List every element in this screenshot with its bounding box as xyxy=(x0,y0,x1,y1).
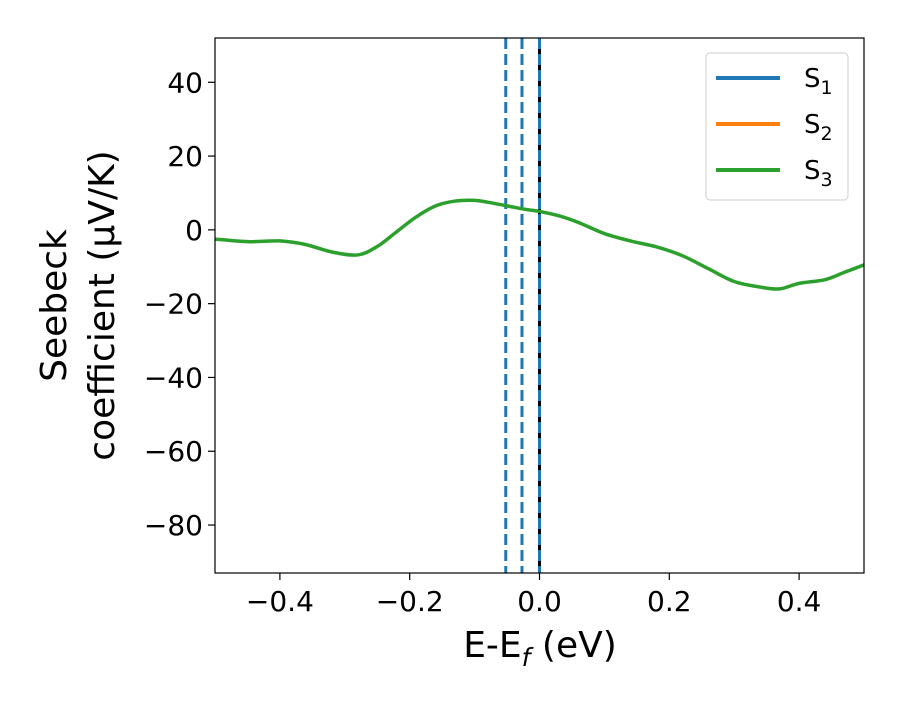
legend-label-subscript: 3 xyxy=(821,169,833,191)
x-tick-label: −0.2 xyxy=(376,585,444,618)
y-tick-label: −40 xyxy=(144,361,203,394)
ticks-layer: −0.4 −0.2 0.0 0.2 0.4 −80 −60 −40 −20 0 20 40 xyxy=(144,66,821,618)
y-tick-label: −20 xyxy=(144,288,203,321)
x-axis-label: E-Ef (eV) xyxy=(463,625,617,672)
x-tick-label: 0.2 xyxy=(647,585,692,618)
y-tick-label: 20 xyxy=(167,140,203,173)
x-axis-label-main: E-E xyxy=(463,625,521,666)
plot-frame xyxy=(214,37,865,574)
y-axis-label-line-1: Seebeck xyxy=(34,229,75,382)
x-tick-label: 0.4 xyxy=(777,585,822,618)
legend-label-subscript: 1 xyxy=(821,77,833,99)
series-line-1 xyxy=(215,198,864,291)
y-tick-label: 0 xyxy=(185,214,203,247)
legend-box xyxy=(705,52,849,201)
legend-label-subscript: 2 xyxy=(821,123,833,145)
y-tick-label: 40 xyxy=(167,66,203,99)
x-tick-label: −0.4 xyxy=(246,585,314,618)
axis-labels: E-Ef (eV) Seebeck coefficient (μV/K) xyxy=(34,150,617,672)
x-tick-label: 0.0 xyxy=(517,585,562,618)
y-tick-label: −80 xyxy=(144,509,203,542)
y-tick-label: −60 xyxy=(144,435,203,468)
x-axis-label-unit: (eV) xyxy=(530,625,616,666)
plot-area xyxy=(215,38,864,573)
y-axis-label-line-2: coefficient (μV/K) xyxy=(82,150,123,460)
